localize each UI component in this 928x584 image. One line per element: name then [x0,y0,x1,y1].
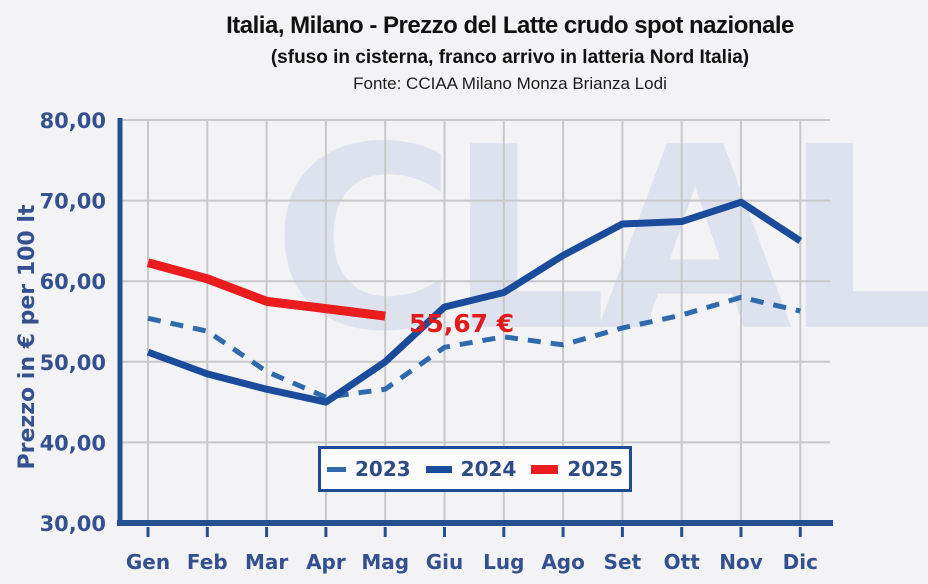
x-tick-label: Nov [719,550,763,574]
clal-watermark: CLAL [272,94,928,387]
series-line-2024 [146,198,803,406]
y-tick-label: 40,00 [40,431,106,455]
chart-legend: 2023 2024 2025 [318,446,632,492]
page-title: Italia, Milano - Prezzo del Latte crudo … [226,12,794,39]
x-tick-label: Mar [245,550,288,574]
source-caption: Fonte: CCIAA Milano Monza Brianza Lodi [353,74,667,93]
x-tick-label: Ago [541,550,585,574]
y-tick-label: 50,00 [40,351,106,375]
chart-subtitle: (sfuso in cisterna, franco arrivo in lat… [270,47,750,68]
y-tick-label: 60,00 [40,270,106,294]
series-line-2023 [147,294,801,400]
legend-item-2024: 2024 [425,457,517,481]
price-annotation: 55,67 € [409,309,514,338]
chart-header: Italia, Milano - Prezzo del Latte crudo … [0,0,928,94]
y-tick-label: 70,00 [40,190,106,214]
x-tick-label: Ott [664,550,701,574]
x-tick-label: Giu [426,550,464,574]
x-tick-label: Set [604,550,642,574]
x-tick-label: Mag [361,550,409,574]
legend-swatch-2023 [326,466,346,472]
legend-swatch-2024 [425,465,452,473]
x-tick-label: Feb [187,550,228,574]
y-tick-label: 30,00 [40,512,106,536]
legend-label-2025: 2025 [567,457,623,481]
x-tick-label: Dic [783,550,818,574]
x-tick-label: Lug [483,550,524,574]
x-tick-label: Gen [126,550,170,574]
legend-label-2023: 2023 [354,457,411,481]
x-tick-label: Apr [306,550,346,574]
legend-swatch-2025 [531,464,559,474]
y-axis-title: Prezzo in € per 100 lt [15,204,40,469]
legend-label-2024: 2024 [460,457,517,481]
legend-item-2023: 2023 [326,457,411,481]
legend-item-2025: 2025 [531,457,623,481]
series-line-2025 [146,258,386,321]
y-tick-label: 80,00 [40,109,106,133]
